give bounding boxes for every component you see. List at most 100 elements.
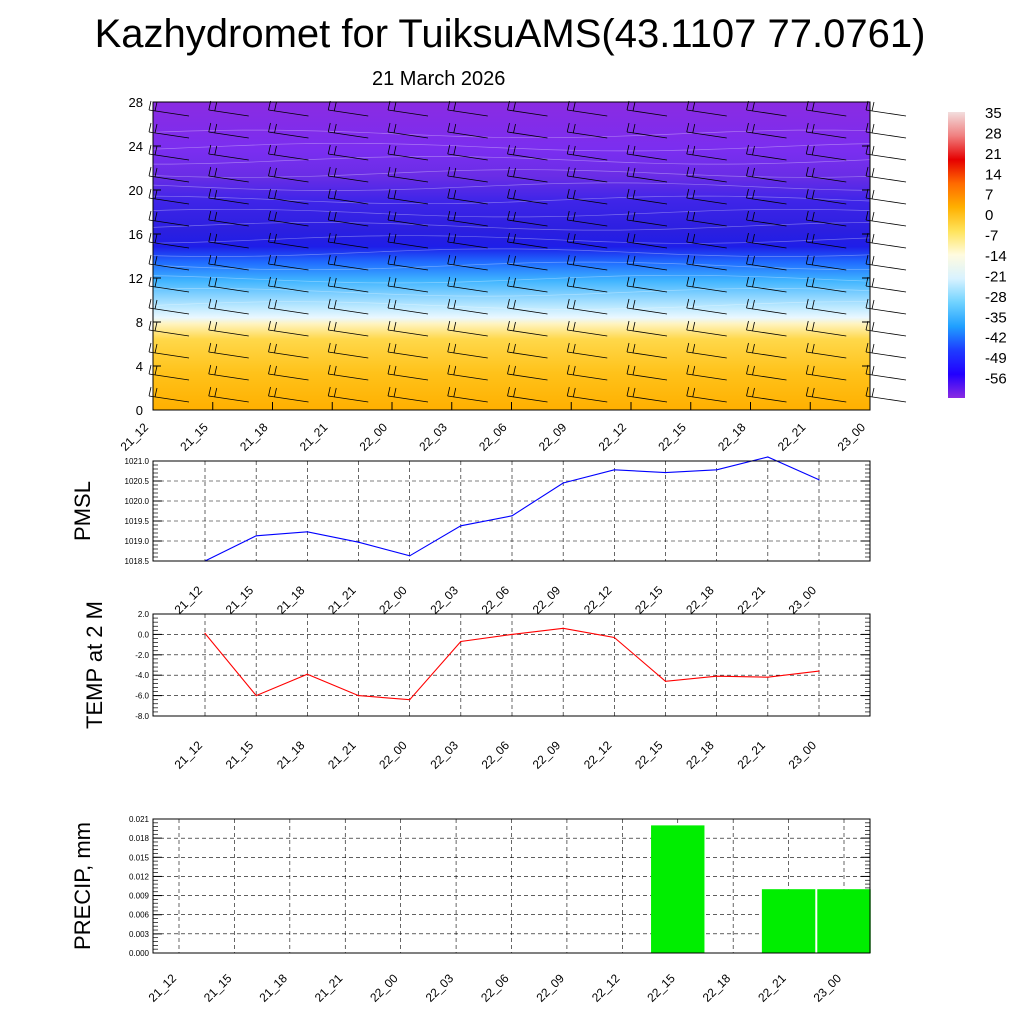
wind-barb — [268, 298, 309, 315]
wind-barb — [626, 386, 668, 403]
colorbar-label: 21 — [985, 146, 1002, 163]
wind-barb — [507, 342, 548, 359]
wind-barb — [327, 254, 369, 271]
wind-barb — [805, 342, 847, 359]
x-tick-label: 22_15 — [632, 583, 666, 617]
wind-barb — [566, 342, 608, 359]
wind-barb — [208, 342, 249, 359]
wind-barb — [686, 210, 727, 227]
wind-barb — [447, 144, 488, 161]
x-tick-label: 22_21 — [775, 420, 809, 454]
y-tick-label: 0.0 — [138, 630, 150, 639]
wind-barb — [865, 298, 907, 315]
data-point — [562, 482, 564, 484]
wind-barb — [626, 122, 668, 139]
wind-barb — [507, 122, 548, 139]
y-tick-label: -6.0 — [135, 692, 149, 701]
x-tick-label: 22_09 — [534, 971, 568, 1005]
data-point — [716, 675, 718, 677]
wind-barb — [208, 364, 249, 381]
data-point — [511, 633, 513, 636]
y-tick-label: 0 — [136, 403, 143, 418]
wind-barb — [686, 254, 727, 271]
wind-barb — [865, 386, 907, 403]
wind-barb — [865, 276, 907, 293]
wind-barb — [387, 144, 429, 161]
x-tick-label: 22_21 — [734, 583, 768, 617]
y-tick-label: 0.018 — [129, 834, 150, 843]
wind-barb — [566, 364, 608, 381]
wind-barb — [746, 386, 787, 403]
data-point — [204, 632, 206, 634]
wind-barb — [387, 232, 429, 249]
wind-barb — [626, 298, 668, 315]
wind-barb — [746, 254, 787, 271]
wind-barb — [447, 122, 488, 139]
wind-barb — [746, 364, 787, 381]
x-tick-label: 22_18 — [683, 738, 717, 772]
wind-barb — [805, 122, 847, 139]
wind-barb — [805, 320, 847, 337]
precip-bar — [817, 889, 871, 953]
wind-barb — [268, 122, 309, 139]
data-point — [511, 515, 513, 517]
wind-barb — [805, 232, 847, 249]
colorbar — [948, 112, 965, 398]
y-tick-label: 1018.5 — [125, 557, 150, 566]
y-tick-label: 12 — [129, 271, 143, 286]
x-tick-label: 23_00 — [786, 583, 820, 617]
y-tick-label: 0.003 — [129, 930, 150, 939]
wind-barb — [746, 166, 787, 183]
y-tick-label: 16 — [129, 227, 143, 242]
wind-barb — [626, 342, 668, 359]
x-tick-label: 22_21 — [755, 971, 789, 1005]
y-tick-label: 1019.0 — [125, 537, 150, 546]
wind-barb — [507, 254, 548, 271]
wind-barb — [507, 210, 548, 227]
y-tick-label: 2.0 — [138, 610, 150, 619]
colorbar-label: 28 — [985, 125, 1002, 142]
wind-barb — [268, 342, 309, 359]
wind-barb — [148, 100, 190, 117]
y-axis-label: PMSL — [70, 481, 95, 541]
wind-barb — [327, 188, 369, 205]
wind-barb — [387, 342, 429, 359]
wind-barb — [447, 342, 488, 359]
data-point — [664, 472, 667, 474]
wind-barb — [686, 386, 727, 403]
wind-barb — [865, 342, 907, 359]
wind-barb — [626, 188, 668, 205]
x-tick-label: 22_15 — [644, 971, 678, 1005]
x-tick-label: 21_15 — [201, 971, 235, 1005]
wind-barb — [268, 320, 309, 337]
data-point — [613, 469, 615, 471]
x-tick-label: 22_03 — [427, 738, 461, 772]
wind-barb — [566, 320, 608, 337]
y-tick-label: 1019.5 — [125, 517, 150, 526]
x-tick-label: 21_18 — [237, 420, 271, 454]
wind-barb — [268, 364, 309, 381]
wind-barb — [447, 276, 488, 293]
x-tick-label: 22_00 — [376, 738, 410, 772]
y-tick-label: 0.006 — [129, 911, 150, 920]
wind-barb — [148, 254, 190, 271]
wind-barb — [208, 188, 249, 205]
data-point — [357, 541, 360, 543]
wind-barb — [686, 232, 727, 249]
wind-barb — [746, 298, 787, 315]
x-tick-label: 21_12 — [146, 971, 180, 1005]
data-point — [409, 699, 411, 701]
isotherm-contour — [153, 156, 871, 165]
wind-barb — [865, 166, 907, 183]
wind-barb — [447, 232, 488, 249]
panel-frame — [152, 613, 871, 717]
wind-barb — [208, 122, 249, 139]
data-point — [357, 695, 360, 697]
x-tick-label: 22_00 — [367, 971, 401, 1005]
wind-barb — [566, 298, 608, 315]
precip-bar — [651, 825, 705, 953]
wind-barb — [268, 386, 309, 403]
colorbar-label: -49 — [985, 350, 1007, 367]
x-tick-label: 22_18 — [683, 583, 717, 617]
wind-barb — [566, 188, 608, 205]
